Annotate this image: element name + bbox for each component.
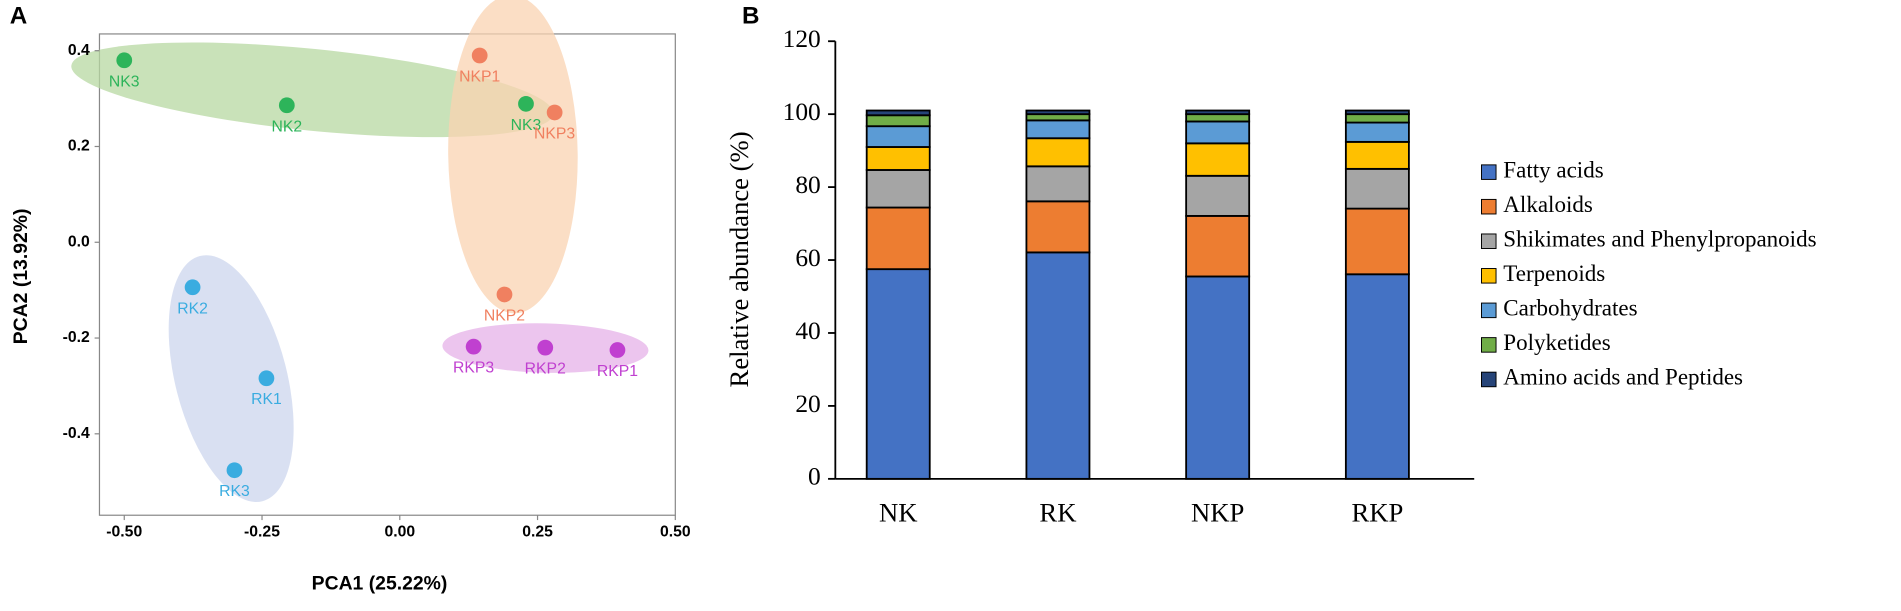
y-tick-label: 0: [808, 462, 821, 491]
bar-segment: [1344, 121, 1410, 143]
y-tick-label: 80: [795, 170, 820, 199]
y-tick-label: 40: [795, 316, 820, 345]
bar-segment: [1185, 215, 1251, 278]
bar-segment: [1025, 113, 1091, 122]
point: [116, 52, 133, 69]
point-label: RKP2: [525, 361, 566, 378]
y-tick-label: 0.4: [68, 42, 90, 59]
bar-segment: [1344, 109, 1410, 116]
bar-segment: [1185, 109, 1251, 116]
point: [184, 279, 201, 296]
x-tick-label: -0.25: [244, 523, 280, 540]
bar-segment: [1185, 275, 1251, 480]
point: [226, 462, 243, 479]
point-label: RKP3: [453, 360, 494, 377]
y-tick-label: 0.2: [68, 138, 90, 155]
x-tick-label: NK: [879, 497, 918, 527]
point-label: NKP3: [534, 125, 575, 142]
bar-segment: [1025, 200, 1091, 254]
group-ellipse: [448, 0, 578, 314]
x-axis-title: PCA1 (25.22%): [312, 572, 448, 594]
x-tick-label: 0.25: [522, 523, 553, 540]
legend-swatch: [1481, 371, 1497, 388]
point: [258, 370, 275, 387]
legend-swatch: [1481, 164, 1497, 180]
legend-label: Fatty acids: [1503, 156, 1603, 182]
x-tick-label: 0.00: [384, 523, 415, 540]
legend-label: Carbohydrates: [1503, 295, 1637, 321]
y-axis-title: PCA2 (13.92%): [10, 209, 32, 345]
panel-label: A: [10, 2, 28, 29]
bar-segment: [1344, 167, 1410, 210]
point: [546, 104, 563, 121]
point-label: NK2: [271, 118, 302, 135]
bar-segment: [1025, 109, 1091, 116]
bar-segment: [1344, 113, 1410, 124]
point-label: RK2: [177, 300, 208, 317]
bar-segment: [1185, 174, 1251, 217]
y-tick-label: 60: [795, 243, 820, 272]
bar-segment: [865, 146, 931, 171]
point: [518, 95, 534, 112]
x-tick-label: -0.50: [106, 523, 142, 540]
point-label: NK3: [511, 117, 542, 134]
x-tick-label: 0.50: [660, 523, 691, 540]
bar-segment: [865, 169, 931, 209]
point-label: NKP1: [459, 68, 500, 85]
bar-segment: [1025, 119, 1091, 140]
legend-label: Terpenoids: [1503, 260, 1605, 286]
legend-swatch: [1481, 268, 1497, 284]
legend-label: Polyketides: [1503, 329, 1610, 355]
bar-segment: [1025, 165, 1091, 203]
bar-segment: [865, 206, 931, 271]
y-tick-label: 0.0: [68, 233, 90, 250]
y-tick-label: -0.4: [63, 425, 90, 442]
point: [278, 97, 295, 114]
bar-segment: [1344, 207, 1410, 276]
y-axis-title: Relative abundance (%): [724, 131, 754, 387]
bar-segment: [1025, 137, 1091, 168]
point: [496, 286, 513, 303]
legend-label: Amino acids and Peptides: [1503, 364, 1743, 390]
bar-segment: [865, 268, 931, 480]
point: [465, 338, 482, 355]
legend-swatch: [1481, 198, 1497, 215]
bar-segment: [865, 109, 931, 117]
group-ellipse: [168, 255, 294, 502]
x-tick-label: RKP: [1351, 497, 1403, 527]
x-tick-label: NKP: [1191, 497, 1244, 527]
bar-segment: [1344, 273, 1410, 480]
bar-segment: [1344, 140, 1410, 170]
bar-segment: [865, 114, 931, 128]
point-label: NKP2: [484, 307, 525, 324]
bar-segment: [1025, 251, 1091, 480]
legend-label: Shikimates and Phenylpropanoids: [1503, 226, 1816, 252]
legend-swatch: [1481, 337, 1497, 353]
legend-swatch: [1481, 302, 1497, 319]
point: [609, 342, 626, 358]
point: [471, 47, 488, 64]
bar-segment: [1185, 113, 1251, 123]
y-tick-label: 100: [783, 97, 821, 126]
point: [537, 339, 554, 356]
point-label: RKP1: [597, 363, 638, 380]
y-tick-label: 20: [795, 389, 820, 418]
legend-label: Alkaloids: [1503, 191, 1593, 217]
legend-swatch: [1481, 233, 1497, 250]
bar-segment: [1185, 120, 1251, 145]
panel-label: B: [742, 2, 760, 29]
point-label: RK3: [219, 483, 250, 500]
group-ellipse: [71, 42, 554, 138]
x-tick-label: RK: [1039, 497, 1076, 527]
y-tick-label: -0.2: [63, 329, 90, 346]
bar-segment: [1185, 142, 1251, 177]
point-label: RK1: [251, 391, 282, 408]
plot-frame: [98, 33, 676, 516]
y-tick-label: 120: [783, 24, 821, 53]
bar-segment: [865, 125, 931, 148]
point-label: NK3: [109, 73, 140, 90]
